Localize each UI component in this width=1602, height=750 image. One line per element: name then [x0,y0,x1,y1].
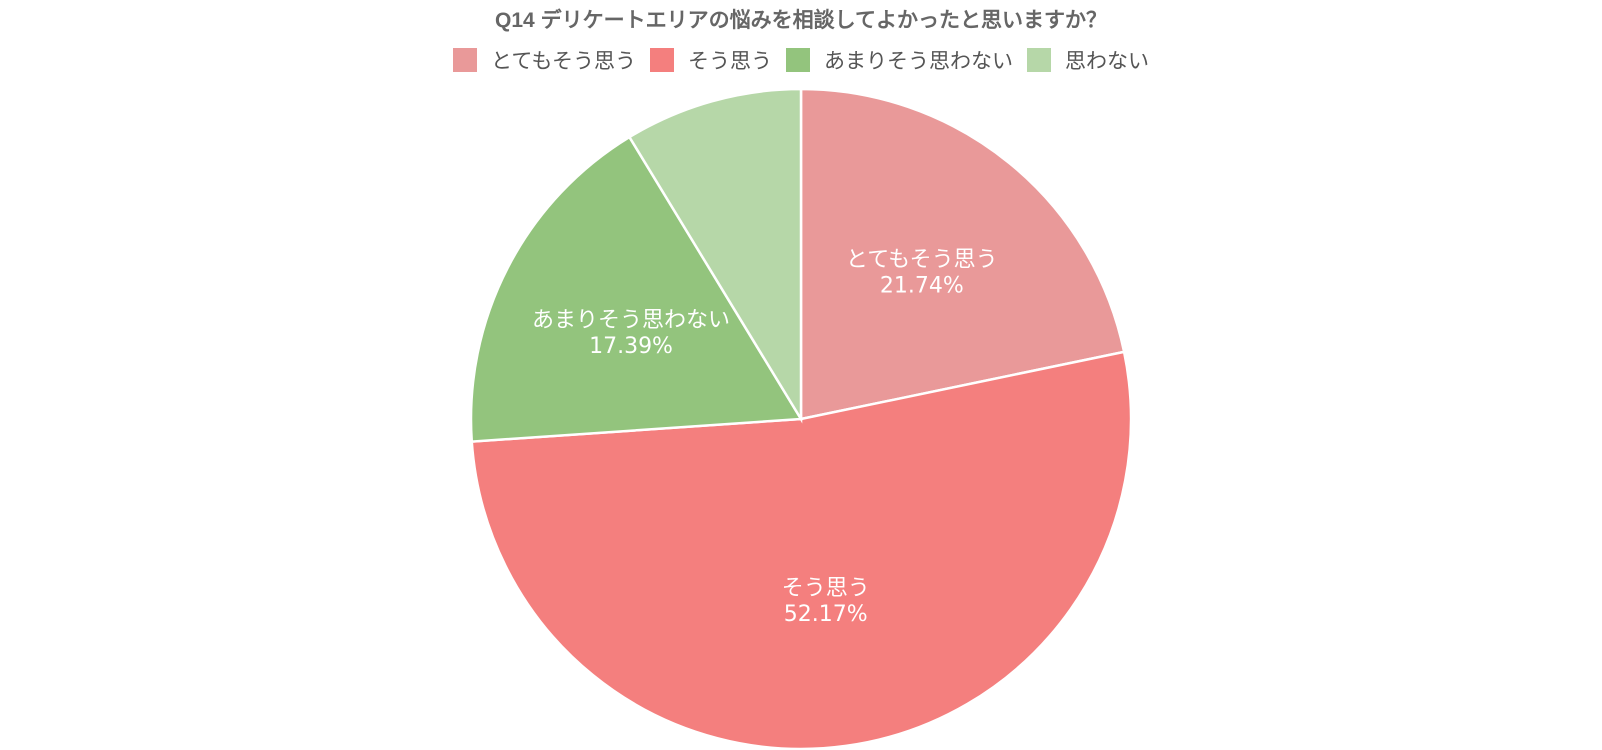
legend: とてもそう思う そう思う あまりそう思わない 思わない [0,45,1602,75]
legend-label: 思わない [1064,49,1149,73]
legend-swatch [785,48,810,72]
slice-very-agree[interactable] [799,87,1126,421]
slice-somewhat-disagree[interactable] [469,135,804,443]
slice-value-label: 52.17% [784,602,868,627]
slice-category-label: とてもそう思う [846,248,998,273]
slice-disagree[interactable] [627,87,803,424]
legend-label: あまりそう思わない [823,49,1013,73]
legend-swatch [453,48,478,72]
legend-item-somewhat-disagree[interactable]: あまりそう思わない [785,45,1013,75]
legend-label: そう思う [687,49,772,73]
legend-item-disagree[interactable]: 思わない [1026,45,1149,75]
chart-title: Q14 デリケートエリアの悩みを相談してよかったと思いますか？ [495,9,1107,32]
legend-swatch [649,48,674,72]
legend-item-very-agree[interactable]: とてもそう思う [453,45,636,75]
slice-value-label: 21.74% [880,274,964,299]
legend-label: とてもそう思う [491,49,636,73]
slice-value-label: 17.39% [589,334,673,359]
legend-item-agree[interactable]: そう思う [649,45,772,75]
slice-category-label: あまりそう思わない [532,308,730,333]
slice-agree[interactable] [470,350,1133,750]
slice-category-label: そう思う [782,576,870,601]
legend-swatch [1026,48,1051,72]
